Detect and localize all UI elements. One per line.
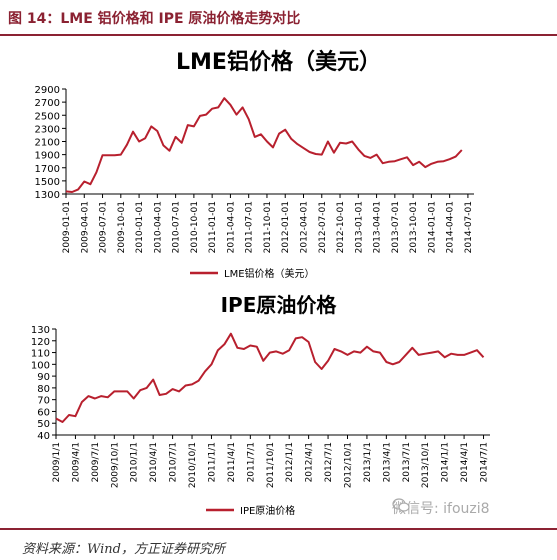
crude-oil-y-tick-label: 130 — [31, 325, 50, 336]
crude-oil-x-tick-label: 2010/10/1 — [188, 442, 198, 488]
aluminum-y-tick-label: 2300 — [35, 124, 60, 135]
aluminum-x-tick-label: 2012-04-01 — [299, 201, 309, 253]
aluminum-x-tick-label: 2011-10-01 — [263, 201, 273, 253]
aluminum-x-tick-label: 2013-10-01 — [409, 201, 419, 253]
aluminum-y-tick-label: 2100 — [35, 138, 60, 149]
crude-oil-y-tick-label: 110 — [31, 349, 50, 360]
crude-oil-x-tick-label: 2011/7/1 — [246, 442, 256, 482]
aluminum-x-tick-label: 2014-04-01 — [446, 201, 456, 253]
crude-oil-x-tick-label: 2011/1/1 — [207, 442, 217, 482]
aluminum-x-tick-label: 2010-04-01 — [153, 201, 163, 253]
header-rule — [0, 34, 557, 36]
aluminum-y-tick-label: 1900 — [35, 151, 60, 162]
crude-oil-x-tick-label: 2014/4/1 — [460, 442, 470, 482]
aluminum-legend-label: LME铝价格（美元） — [224, 267, 315, 280]
aluminum-x-tick-label: 2009-01-01 — [62, 201, 72, 253]
aluminum-x-tick-label: 2013-01-01 — [354, 201, 364, 253]
crude-oil-x-tick-label: 2012/1/1 — [285, 442, 295, 482]
crude-oil-y-tick-label: 100 — [31, 360, 50, 371]
aluminum-x-tick-label: 2012-01-01 — [281, 201, 291, 253]
crude-oil-x-tick-label: 2009/4/1 — [71, 442, 81, 482]
source-note: 资料来源：Wind，方正证券研究所 — [22, 538, 225, 557]
crude-oil-series-line — [56, 334, 484, 422]
crude-oil-x-tick-label: 2009/7/1 — [91, 442, 101, 482]
aluminum-y-tick-label: 2900 — [35, 85, 60, 96]
chart-title-crude-oil: IPE原油价格 — [0, 289, 557, 318]
chart-title-aluminum: LME铝价格（美元） — [0, 44, 557, 76]
crude-oil-x-tick-label: 2013/10/1 — [421, 442, 431, 488]
crude-oil-x-tick-label: 2014/1/1 — [441, 442, 451, 482]
crude-oil-x-tick-label: 2010/7/1 — [169, 442, 179, 482]
crude-oil-x-tick-label: 2013/7/1 — [402, 442, 412, 482]
wechat-icon — [392, 498, 410, 512]
crude-oil-y-tick-label: 40 — [37, 431, 50, 442]
figure-footer: 资料来源：Wind，方正证券研究所 — [0, 528, 557, 560]
crude-oil-legend-label: IPE原油价格 — [240, 504, 295, 517]
crude-oil-y-tick-label: 80 — [37, 384, 50, 395]
crude-oil-x-tick-label: 2013/1/1 — [363, 442, 373, 482]
crude-oil-y-tick-label: 50 — [37, 419, 50, 430]
crude-oil-x-tick-label: 2011/4/1 — [227, 442, 237, 482]
crude-oil-x-tick-label: 2012/10/1 — [343, 442, 353, 488]
crude-oil-y-tick-label: 70 — [37, 396, 50, 407]
aluminum-x-tick-label: 2010-07-01 — [172, 201, 182, 253]
crude-oil-y-tick-label: 120 — [31, 337, 50, 348]
aluminum-x-tick-label: 2010-10-01 — [190, 201, 200, 253]
aluminum-x-tick-label: 2009-04-01 — [80, 201, 90, 253]
crude-oil-x-tick-label: 2012/4/1 — [305, 442, 315, 482]
crude-oil-x-tick-label: 2012/7/1 — [324, 442, 334, 482]
aluminum-price-chart: 1300 1500 1700 1900 2100 2300 2500 2700 2900 2009… — [0, 84, 557, 289]
aluminum-x-tick-label: 2009-10-01 — [117, 201, 127, 253]
aluminum-x-tick-label: 2011-01-01 — [208, 201, 218, 253]
watermark: 微信号: ifouzi8 — [392, 498, 490, 518]
footer-rule — [0, 528, 557, 530]
aluminum-y-tick-label: 2700 — [35, 98, 60, 109]
aluminum-x-tick-label: 2009-07-01 — [99, 201, 109, 253]
aluminum-x-tick-label: 2011-07-01 — [245, 201, 255, 253]
crude-oil-x-tick-label: 2013/4/1 — [382, 442, 392, 482]
aluminum-series-line — [66, 98, 462, 192]
crude-oil-x-tick-label: 2009/1/1 — [52, 442, 62, 482]
aluminum-x-tick-label: 2013-04-01 — [373, 201, 383, 253]
aluminum-legend: LME铝价格（美元） — [190, 267, 315, 280]
crude-oil-x-tick-label: 2009/10/1 — [110, 442, 120, 488]
aluminum-x-tick-label: 2013-07-01 — [391, 201, 401, 253]
figure-title: 图 14：LME 铝价格和 IPE 原油价格走势对比 — [8, 8, 300, 28]
crude-oil-y-tick-label: 60 — [37, 407, 50, 418]
crude-oil-x-tick-label: 2010/1/1 — [130, 442, 140, 482]
crude-oil-x-tick-label: 2014/7/1 — [480, 442, 490, 482]
aluminum-x-tick-label: 2014-01-01 — [427, 201, 437, 253]
crude-oil-legend: IPE原油价格 — [206, 504, 295, 517]
crude-oil-y-tick-label: 90 — [37, 372, 50, 383]
figure-header: 图 14：LME 铝价格和 IPE 原油价格走势对比 — [0, 0, 557, 38]
aluminum-x-tick-label: 2014-07-01 — [464, 201, 474, 253]
aluminum-y-tick-label: 1500 — [35, 177, 60, 188]
crude-oil-x-tick-label: 2011/10/1 — [266, 442, 276, 488]
crude-oil-x-tick-label: 2010/4/1 — [149, 442, 159, 482]
aluminum-y-tick-label: 2500 — [35, 111, 60, 122]
aluminum-y-tick-label: 1700 — [35, 164, 60, 175]
aluminum-y-tick-label: 1300 — [35, 190, 60, 201]
aluminum-x-tick-label: 2012-07-01 — [318, 201, 328, 253]
aluminum-x-tick-label: 2012-10-01 — [336, 201, 346, 253]
aluminum-x-tick-label: 2011-04-01 — [226, 201, 236, 253]
aluminum-x-tick-label: 2010-01-01 — [135, 201, 145, 253]
